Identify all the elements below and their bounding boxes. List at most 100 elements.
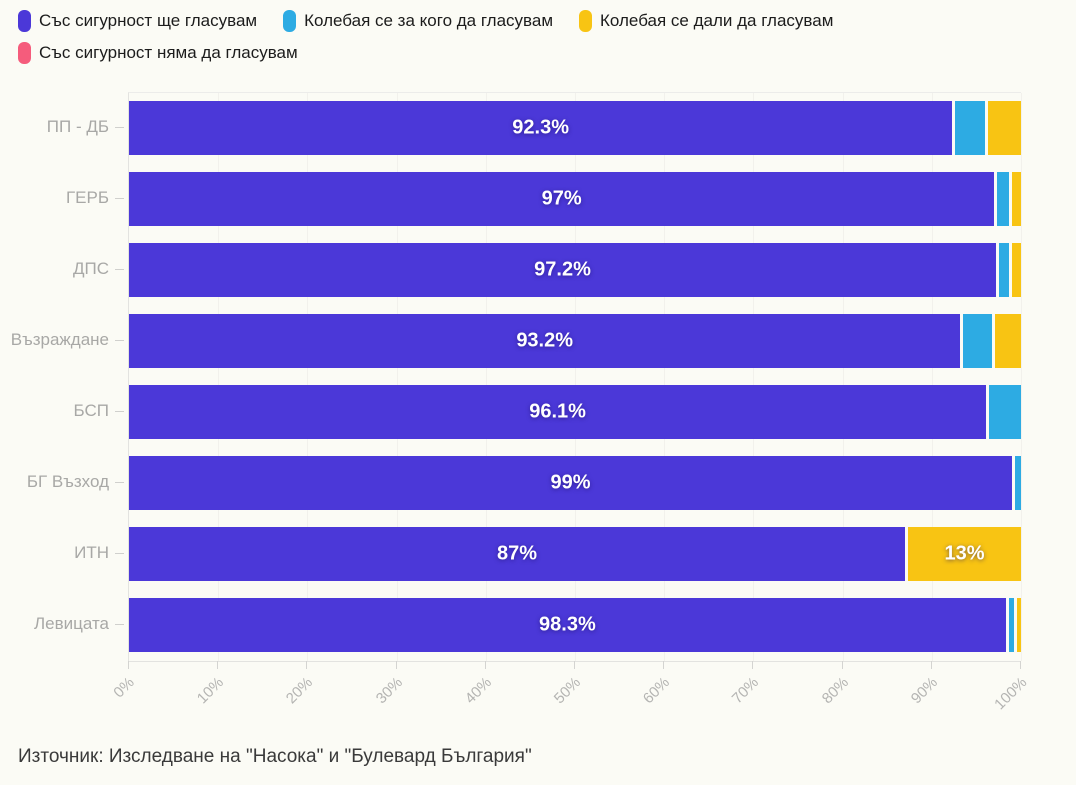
x-tick-label: 0% xyxy=(110,674,139,702)
x-tick-label: 40% xyxy=(461,674,495,708)
bar-segment-undecided-if[interactable] xyxy=(991,314,1021,368)
category-tick xyxy=(115,126,124,128)
bar-segment-certain-yes[interactable]: 97.2% xyxy=(129,243,997,297)
bar-row: 98.3% xyxy=(129,598,1021,652)
category-label-row: ПП - ДБ xyxy=(0,100,124,154)
gridline xyxy=(664,93,666,661)
category-label: ГЕРБ xyxy=(65,188,109,207)
category-tick xyxy=(115,623,124,625)
x-tick xyxy=(217,661,219,669)
category-tick xyxy=(115,552,124,554)
x-tick-label: 90% xyxy=(907,674,941,708)
x-tick-label: 10% xyxy=(193,674,228,708)
x-tick xyxy=(128,661,129,669)
x-tick-label: 30% xyxy=(372,674,406,708)
category-label: ИТН xyxy=(74,543,109,562)
bar-segment-undecided-who[interactable] xyxy=(996,243,1010,297)
bar-row: 87% 13% xyxy=(129,527,1021,581)
gridline xyxy=(1021,93,1022,661)
gridline xyxy=(485,93,487,661)
bar-value-label: 97% xyxy=(541,187,582,210)
category-label-row: БГ Възход xyxy=(0,455,124,509)
bar-row: 97% xyxy=(129,172,1021,226)
bar-segment-undecided-if[interactable] xyxy=(1009,243,1021,297)
category-label: Възраждане xyxy=(10,330,109,349)
legend-item-certain-no[interactable]: Със сигурност няма да гласувам xyxy=(18,40,298,66)
x-tick xyxy=(1020,661,1021,669)
bar-row: 92.3% xyxy=(129,101,1021,155)
bar-segment-undecided-if[interactable] xyxy=(985,101,1021,155)
legend-item-undecided-if[interactable]: Колебая се дали да гласувам xyxy=(579,8,833,34)
category-tick xyxy=(115,268,124,270)
x-tick-label: 100% xyxy=(990,674,1031,714)
bar-value-label: 99% xyxy=(550,471,591,494)
bar-value-label: 98.3% xyxy=(539,613,596,636)
bar-value-label: 92.3% xyxy=(512,116,570,139)
bar-segment-undecided-who[interactable] xyxy=(994,172,1009,226)
x-tick-label: 70% xyxy=(729,674,763,708)
category-label: Левицата xyxy=(33,614,109,633)
legend-swatch-icon xyxy=(283,10,297,32)
category-tick xyxy=(115,481,124,483)
category-label: БСП xyxy=(73,401,109,420)
bar-value-label: 87% xyxy=(497,542,538,565)
bar-segment-undecided-who[interactable] xyxy=(986,385,1021,439)
category-label: БГ Възход xyxy=(26,472,109,491)
category-label: ПП - ДБ xyxy=(46,117,109,136)
bar-segment-undecided-who[interactable] xyxy=(1012,456,1021,510)
bar-segment-undecided-who[interactable] xyxy=(960,314,992,368)
bar-segment-certain-yes[interactable]: 87% xyxy=(129,527,906,581)
category-label-row: БСП xyxy=(0,384,124,438)
category-tick xyxy=(115,197,124,199)
x-tick-label: 80% xyxy=(818,674,852,708)
bar-value-label: 93.2% xyxy=(516,329,574,352)
bar-segment-undecided-who[interactable] xyxy=(952,101,986,155)
legend-swatch-icon xyxy=(18,10,31,32)
bar-row: 93.2% xyxy=(129,314,1021,368)
x-tick xyxy=(574,661,575,669)
bar-segment-certain-yes[interactable]: 93.2% xyxy=(129,314,961,368)
gridline xyxy=(753,93,755,661)
gridline xyxy=(931,93,933,661)
x-tick xyxy=(841,661,843,669)
plot-area: 92.3% 97% 97.2% 93.2% 96.1% 99% 87% 13% 98.3% xyxy=(128,92,1022,662)
bar-value-label: 97.2% xyxy=(534,258,591,281)
legend-label: Със сигурност ще гласувам xyxy=(39,11,258,30)
bar-segment-certain-yes[interactable]: 98.3% xyxy=(129,598,1006,652)
bar-segment-certain-yes[interactable]: 97% xyxy=(129,172,995,226)
category-label-row: ГЕРБ xyxy=(0,171,124,225)
category-label-row: Възраждане xyxy=(0,313,124,367)
legend: Със сигурност ще гласувам Колебая се за к… xyxy=(18,8,1018,66)
legend-item-undecided-who[interactable]: Колебая се за кого да гласувам xyxy=(283,8,553,34)
category-label-row: ДПС xyxy=(0,242,124,296)
category-label-row: ИТН xyxy=(0,526,124,580)
bar-row: 99% xyxy=(129,456,1021,510)
bar-segment-certain-yes[interactable]: 99% xyxy=(129,456,1013,510)
bar-segment-undecided-if[interactable] xyxy=(1013,598,1021,652)
x-tick xyxy=(306,661,308,669)
gridline xyxy=(218,93,220,661)
gridline xyxy=(307,93,309,661)
legend-swatch-icon xyxy=(579,10,593,32)
category-tick xyxy=(115,339,124,341)
legend-label: Колебая се дали да гласувам xyxy=(600,11,834,30)
x-tick-label: 50% xyxy=(550,674,585,708)
bar-segment-certain-yes[interactable]: 92.3% xyxy=(129,101,953,155)
category-label: ДПС xyxy=(72,259,109,278)
bar-value-label: 96.1% xyxy=(529,400,586,423)
category-label-row: Левицата xyxy=(0,597,124,651)
x-tick xyxy=(930,661,932,669)
x-tick xyxy=(395,661,397,669)
category-tick xyxy=(115,410,124,412)
bar-segment-undecided-if[interactable]: 13% xyxy=(905,527,1021,581)
bar-row: 97.2% xyxy=(129,243,1021,297)
bar-segment-undecided-if[interactable] xyxy=(1008,172,1021,226)
bar-segment-certain-yes[interactable]: 96.1% xyxy=(129,385,987,439)
gridline xyxy=(575,93,576,661)
legend-item-certain-yes[interactable]: Със сигурност ще гласувам xyxy=(18,8,257,34)
x-tick-label: 60% xyxy=(639,674,674,708)
bar-segment-undecided-who[interactable] xyxy=(1005,598,1014,652)
gridline xyxy=(396,93,398,661)
x-tick xyxy=(484,661,486,669)
